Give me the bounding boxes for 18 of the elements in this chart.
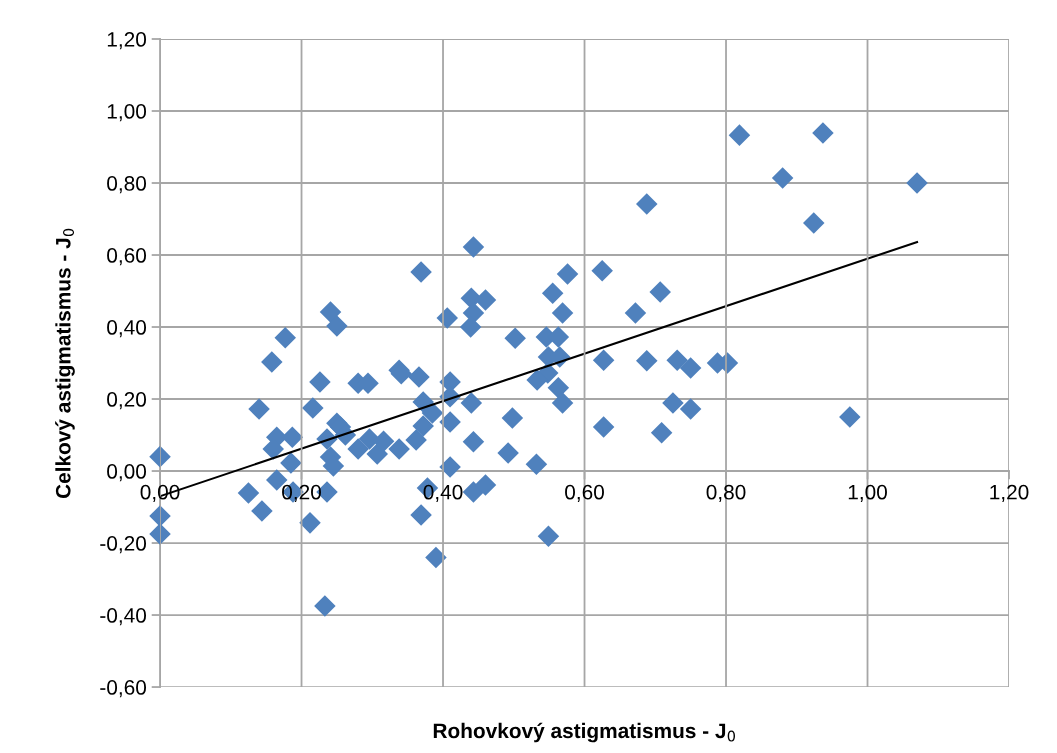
y-tick-label: -0,40	[100, 608, 147, 626]
y-tick-label: 0,20	[107, 392, 147, 410]
y-tick-label: 0,00	[107, 464, 147, 482]
x-tick-label: 1,00	[848, 484, 887, 502]
x-tick-label: 1,20	[990, 484, 1029, 502]
y-tick-label: 0,80	[107, 176, 147, 194]
x-tick-label: 0,60	[565, 484, 604, 502]
y-tick-label: 1,20	[107, 32, 147, 50]
x-tick-label: 0,20	[282, 484, 321, 502]
x-tick-label: 0,00	[140, 484, 180, 502]
y-axis-title: Celkový astigmatismus - J$_{0}$	[55, 228, 75, 499]
y-tick-label: 0,60	[107, 248, 147, 266]
y-tick-label: 0,40	[107, 320, 147, 338]
y-tick-label: -0,20	[100, 536, 147, 554]
y-tick-label: 1,00	[107, 104, 147, 122]
x-tick-label: 0,80	[706, 484, 746, 502]
y-tick-label: -0,60	[100, 680, 147, 698]
x-axis-title: Rohovkový astigmatismus - J$_{0}$	[433, 722, 736, 743]
